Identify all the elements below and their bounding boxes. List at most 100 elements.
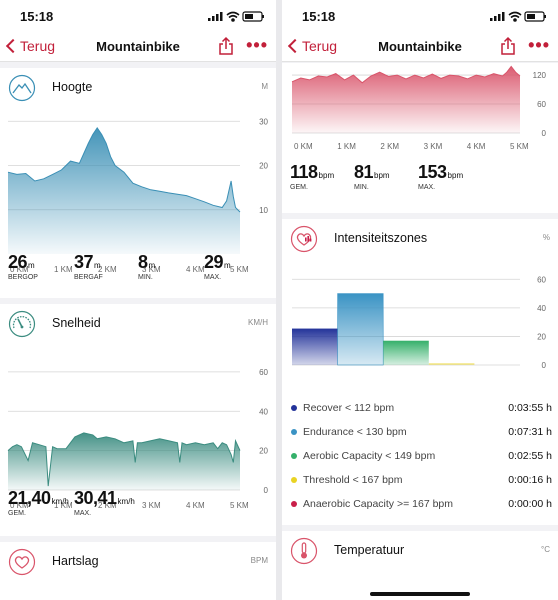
- speed-chart: 0 20 40 60 0 KM 1 KM 2 KM 3 KM 4 KM 5 KM: [7, 368, 269, 510]
- share-icon[interactable]: [218, 36, 234, 56]
- battery-icon: [524, 11, 546, 22]
- altitude-title: Hoogte: [52, 80, 93, 94]
- back-button[interactable]: Terug: [286, 38, 337, 54]
- zone-time: 0:03:55 h: [508, 402, 552, 414]
- x-tick-label: 0 KM: [10, 265, 29, 274]
- stat-value: 118: [290, 162, 318, 182]
- stat-unit: km/h: [51, 497, 69, 506]
- altitude-unit: M: [261, 82, 268, 91]
- heart-rate-unit: BPM: [250, 556, 268, 565]
- y-tick-label: 10: [259, 206, 268, 215]
- nav-bar: Terug Mountainbike •••: [0, 32, 276, 62]
- status-time: 15:18: [20, 9, 54, 24]
- altitude-card: Hoogte M 10 20 30 0 KM 1 KM 2 KM 3 KM 4 KM 5 KM …: [0, 68, 276, 298]
- temperature-unit: °C: [541, 545, 550, 554]
- stat-unit: m: [224, 261, 231, 270]
- stat-label: BERGOP: [8, 274, 38, 281]
- stat-unit: km/h: [117, 497, 135, 506]
- zone-bar-recover: [292, 328, 338, 365]
- mountain-icon: [8, 74, 36, 102]
- wifi-icon: [508, 11, 522, 22]
- y-tick-label: 40: [537, 304, 546, 313]
- home-indicator: [370, 592, 470, 596]
- stat-bergaf: 37m BERGAF: [74, 252, 103, 281]
- stat-value: 29: [204, 252, 224, 272]
- series-line: [7, 127, 241, 213]
- stat-label: MIN.: [354, 184, 369, 191]
- x-tick-label: 1 KM: [54, 265, 73, 274]
- x-tick-label: 1 KM: [337, 142, 356, 151]
- zone-time: 0:00:16 h: [508, 474, 552, 486]
- zone-row: Aerobic Capacity < 149 bpm 0:02:55 h: [282, 447, 558, 467]
- x-tick-label: 1 KM: [54, 501, 73, 510]
- y-tick-label: 0: [264, 486, 269, 495]
- stat-value: 8: [138, 252, 148, 272]
- speedometer-icon: [8, 310, 36, 338]
- left-screen: 15:18 Terug Mountainbike •••: [0, 0, 276, 600]
- zone-row: Endurance < 130 bpm 0:07:31 h: [282, 423, 558, 443]
- stat-unit: bpm: [318, 171, 335, 180]
- intensity-zones-card: Intensiteitszones % 0 20 40 60 Recover < 11…: [282, 219, 558, 525]
- heart-rate-title: Hartslag: [52, 554, 99, 568]
- altitude-chart: 10 20 30 0 KM 1 KM 2 KM 3 KM 4 KM 5 KM: [7, 117, 269, 274]
- status-icons: [208, 11, 264, 22]
- stat-bergop: 26m BERGOP: [8, 252, 38, 281]
- series-line: [291, 65, 521, 84]
- stat-label: MAX.: [74, 510, 92, 517]
- heart-rate-chart-card: 0 60 120 0 KM 1 KM 2 KM 3 KM 4 KM 5 KM 118bpm GEM…: [282, 63, 558, 213]
- zone-dot-icon: [291, 501, 297, 507]
- temperature-card: Temperatuur °C: [282, 531, 558, 600]
- wifi-icon: [226, 11, 240, 22]
- stat-unit: m: [94, 261, 101, 270]
- series-area: [292, 66, 520, 133]
- speed-title: Snelheid: [52, 316, 101, 330]
- y-tick-label: 0: [542, 129, 547, 138]
- series-area: [8, 127, 240, 254]
- zone-row: Threshold < 167 bpm 0:00:16 h: [282, 471, 558, 491]
- temperature-title: Temperatuur: [334, 543, 405, 557]
- zone-dot-icon: [291, 429, 297, 435]
- zone-name: Anaerobic Capacity >= 167 bpm: [303, 498, 454, 510]
- stat-label: MAX.: [418, 184, 436, 191]
- x-tick-label: 0 KM: [294, 142, 313, 151]
- stat-unit: m: [148, 261, 156, 270]
- altitude-header: Hoogte M: [0, 68, 276, 104]
- x-tick-label: 3 KM: [142, 265, 161, 274]
- intensity-zones-header: Intensiteitszones %: [282, 219, 558, 255]
- stat-max: 30,41km/h MAX.: [74, 488, 135, 517]
- zone-name: Aerobic Capacity < 149 bpm: [303, 450, 436, 462]
- stat-value: 21,40: [8, 488, 51, 508]
- heart-icon: [8, 548, 36, 576]
- back-button[interactable]: Terug: [4, 38, 55, 54]
- heart-rate-card: Hartslag BPM: [0, 542, 276, 600]
- y-tick-label: 60: [259, 368, 268, 377]
- stat-min: 8m MIN.: [138, 252, 155, 281]
- zone-name: Recover < 112 bpm: [303, 402, 395, 414]
- stat-value: 37: [74, 252, 94, 272]
- zone-row: Anaerobic Capacity >= 167 bpm 0:00:00 h: [282, 495, 558, 515]
- stat-label: BERGAF: [74, 274, 103, 281]
- stat-label: MIN.: [138, 274, 153, 281]
- x-tick-label: 2 KM: [380, 142, 399, 151]
- stat-max: 153bpm MAX.: [418, 162, 463, 191]
- zone-name: Threshold < 167 bpm: [303, 474, 403, 486]
- page-title: Mountainbike: [378, 39, 462, 54]
- y-tick-label: 20: [537, 332, 546, 341]
- stat-value: 81: [354, 162, 374, 182]
- y-tick-label: 60: [537, 100, 546, 109]
- stat-label: MAX.: [204, 274, 222, 281]
- speed-header: Snelheid KM/H: [0, 304, 276, 340]
- y-tick-label: 20: [259, 162, 268, 171]
- share-icon[interactable]: [500, 36, 516, 56]
- more-options-button[interactable]: •••: [528, 35, 550, 55]
- series-area: [8, 432, 240, 490]
- intensity-zones-unit: %: [542, 233, 550, 242]
- stat-min: 81bpm MIN.: [354, 162, 390, 191]
- x-tick-label: 3 KM: [142, 501, 161, 510]
- zone-time: 0:02:55 h: [508, 450, 552, 462]
- intensity-zones-title: Intensiteitszones: [334, 231, 428, 245]
- zone-time: 0:00:00 h: [508, 498, 552, 510]
- more-options-button[interactable]: •••: [246, 35, 268, 55]
- speed-card: Snelheid KM/H 0 20 40 60 0 KM 1 KM 2 KM 3 KM 4 K…: [0, 304, 276, 536]
- battery-icon: [242, 11, 264, 22]
